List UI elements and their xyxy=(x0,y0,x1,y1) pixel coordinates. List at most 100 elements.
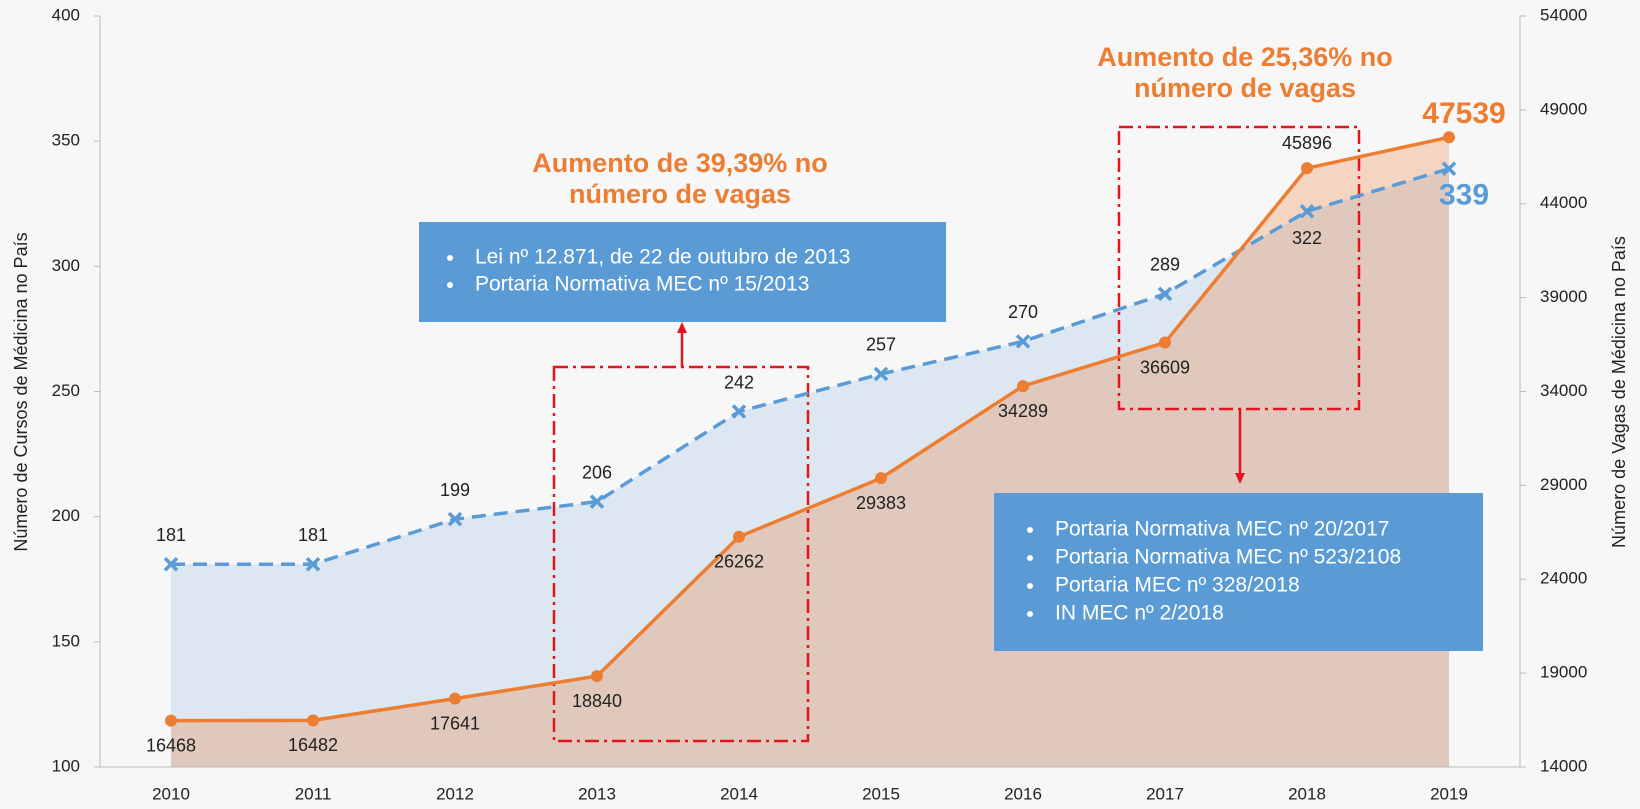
marker-stroke xyxy=(305,556,321,572)
data-label: 322 xyxy=(1292,228,1322,248)
marker xyxy=(449,692,461,705)
data-label: 47539 xyxy=(1422,97,1505,130)
y2-tick-label: 49000 xyxy=(1540,99,1587,118)
x-tick-label: 2019 xyxy=(1430,784,1468,803)
note-item: Portaria Normativa MEC nº 20/2017 xyxy=(1055,518,1389,541)
arrow-head xyxy=(677,322,687,333)
plot: 181 181 199 206 242 257 270 289 322 339 16468 16482… xyxy=(146,97,1506,755)
note-item: Portaria MEC nº 328/2018 xyxy=(1055,574,1300,597)
marker xyxy=(591,670,603,683)
marker-stroke xyxy=(873,366,889,382)
x-tick-label: 2012 xyxy=(436,784,474,803)
y2-tick-label: 19000 xyxy=(1540,663,1587,682)
marker xyxy=(1017,380,1029,393)
x-tick-label: 2014 xyxy=(720,784,758,803)
data-label: 199 xyxy=(440,480,470,500)
arrow-head xyxy=(1235,473,1245,484)
annotation: Aumento de 39,39% no xyxy=(532,148,828,178)
marker-stroke xyxy=(1015,334,1031,349)
data-label: 18840 xyxy=(572,691,622,711)
y-tick-label: 200 xyxy=(52,506,80,525)
marker xyxy=(731,404,747,419)
marker-stroke xyxy=(589,494,605,509)
marker xyxy=(1443,131,1455,144)
y-tick-label: 300 xyxy=(52,256,80,275)
note-item: Portaria Normativa MEC nº 523/2108 xyxy=(1055,546,1401,569)
y-tick-label: 250 xyxy=(52,381,80,400)
y2-tick-label: 39000 xyxy=(1540,287,1587,306)
data-label: 26262 xyxy=(714,552,764,572)
bullet xyxy=(1027,555,1033,561)
marker xyxy=(447,511,463,527)
marker-stroke xyxy=(1441,161,1457,176)
marker xyxy=(873,366,889,382)
annotation: número de vagas xyxy=(1134,73,1356,103)
y-tick-label: 400 xyxy=(52,5,80,24)
marker xyxy=(307,714,319,727)
x-tick-label: 2013 xyxy=(578,784,616,803)
marker xyxy=(1157,286,1173,302)
marker xyxy=(589,494,605,509)
data-label: 181 xyxy=(156,525,186,545)
y2-tick-label: 34000 xyxy=(1540,381,1587,400)
note-box xyxy=(994,493,1483,651)
y-tick-label: 350 xyxy=(52,131,80,150)
note-box xyxy=(419,222,946,322)
marker xyxy=(1299,204,1315,219)
marker-stroke xyxy=(1299,204,1315,219)
marker-stroke xyxy=(1157,286,1173,302)
y-tick-label: 100 xyxy=(52,756,80,775)
data-label: 206 xyxy=(582,462,612,482)
annotation: Aumento de 25,36% no xyxy=(1097,42,1393,72)
data-label: 16468 xyxy=(146,735,196,755)
annotation: número de vagas xyxy=(569,179,791,209)
x-tick-label: 2018 xyxy=(1288,784,1326,803)
x-tick-label: 2011 xyxy=(295,784,332,803)
data-label: 36609 xyxy=(1140,357,1190,377)
y2-tick-label: 14000 xyxy=(1540,756,1587,775)
bullet xyxy=(1027,583,1033,589)
x-tick-label: 2010 xyxy=(152,784,190,803)
y-tick-label: 150 xyxy=(52,631,80,650)
x-tick-label: 2016 xyxy=(1004,784,1042,803)
data-label: 17641 xyxy=(430,713,480,733)
y2-tick-label: 44000 xyxy=(1540,193,1587,212)
data-label: 289 xyxy=(1150,255,1180,275)
bullet xyxy=(447,255,453,261)
marker xyxy=(875,472,887,485)
data-label: 257 xyxy=(866,335,896,355)
note-item: IN MEC nº 2/2018 xyxy=(1055,602,1224,625)
bullet xyxy=(1027,527,1033,533)
marker xyxy=(305,556,321,572)
y2-tick-label: 29000 xyxy=(1540,475,1587,494)
marker xyxy=(1015,334,1031,349)
marker xyxy=(165,714,177,727)
bullet xyxy=(1027,611,1033,617)
y2-tick-label: 54000 xyxy=(1540,5,1587,24)
marker-stroke xyxy=(447,511,463,527)
x-tick-label: 2017 xyxy=(1146,784,1184,803)
marker xyxy=(733,530,745,543)
data-label: 339 xyxy=(1439,179,1489,212)
data-label: 270 xyxy=(1008,302,1038,322)
marker xyxy=(163,556,179,572)
data-label: 181 xyxy=(298,525,328,545)
y2-axis-label: Número de Vagas de Médicina no País xyxy=(1609,236,1629,548)
marker xyxy=(1441,161,1457,176)
series-line xyxy=(170,135,1450,723)
marker-stroke xyxy=(163,556,179,572)
data-label: 16482 xyxy=(288,735,338,755)
data-label: 242 xyxy=(724,372,754,392)
note-item: Lei nº 12.871, de 22 de outubro de 2013 xyxy=(475,246,851,269)
data-label: 45896 xyxy=(1282,133,1332,153)
x-tick-label: 2015 xyxy=(862,784,900,803)
y-axis-label: Número de Cursos de Médicina no País xyxy=(11,232,31,551)
y2-tick-label: 24000 xyxy=(1540,569,1587,588)
marker-stroke xyxy=(731,404,747,419)
marker xyxy=(1159,336,1171,349)
note-item: Portaria Normativa MEC nº 15/2013 xyxy=(475,273,809,296)
bullet xyxy=(447,282,453,288)
data-label: 34289 xyxy=(998,401,1048,421)
